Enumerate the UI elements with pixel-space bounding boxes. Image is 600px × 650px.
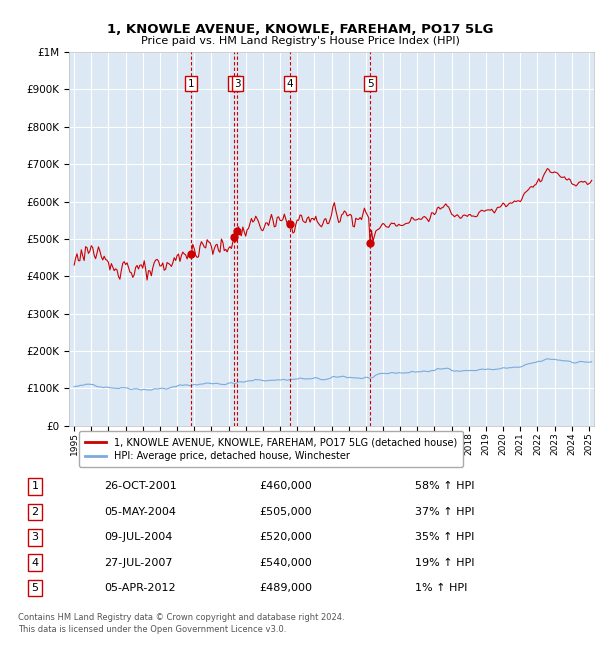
Text: 05-APR-2012: 05-APR-2012 — [104, 583, 176, 593]
Text: 09-JUL-2004: 09-JUL-2004 — [104, 532, 173, 542]
Text: Price paid vs. HM Land Registry's House Price Index (HPI): Price paid vs. HM Land Registry's House … — [140, 36, 460, 46]
Text: 4: 4 — [31, 558, 38, 567]
Text: 58% ↑ HPI: 58% ↑ HPI — [415, 482, 475, 491]
Text: £489,000: £489,000 — [260, 583, 313, 593]
Text: 37% ↑ HPI: 37% ↑ HPI — [415, 507, 475, 517]
Text: 5: 5 — [32, 583, 38, 593]
Text: £520,000: £520,000 — [260, 532, 313, 542]
Text: 3: 3 — [32, 532, 38, 542]
Legend: 1, KNOWLE AVENUE, KNOWLE, FAREHAM, PO17 5LG (detached house), HPI: Average price: 1, KNOWLE AVENUE, KNOWLE, FAREHAM, PO17 … — [79, 432, 463, 467]
Text: Contains HM Land Registry data © Crown copyright and database right 2024.
This d: Contains HM Land Registry data © Crown c… — [18, 613, 344, 634]
Text: 1% ↑ HPI: 1% ↑ HPI — [415, 583, 467, 593]
Text: 1: 1 — [188, 79, 194, 89]
Text: 3: 3 — [234, 79, 241, 89]
Text: 4: 4 — [286, 79, 293, 89]
Text: 35% ↑ HPI: 35% ↑ HPI — [415, 532, 475, 542]
Text: 1: 1 — [32, 482, 38, 491]
Text: 1, KNOWLE AVENUE, KNOWLE, FAREHAM, PO17 5LG: 1, KNOWLE AVENUE, KNOWLE, FAREHAM, PO17 … — [107, 23, 493, 36]
Text: £540,000: £540,000 — [260, 558, 313, 567]
Text: 26-OCT-2001: 26-OCT-2001 — [104, 482, 177, 491]
Text: 19% ↑ HPI: 19% ↑ HPI — [415, 558, 475, 567]
Text: 05-MAY-2004: 05-MAY-2004 — [104, 507, 176, 517]
Text: 2: 2 — [231, 79, 238, 89]
Text: £460,000: £460,000 — [260, 482, 313, 491]
Text: £505,000: £505,000 — [260, 507, 313, 517]
Text: 5: 5 — [367, 79, 374, 89]
Text: 27-JUL-2007: 27-JUL-2007 — [104, 558, 173, 567]
Text: 2: 2 — [31, 507, 38, 517]
